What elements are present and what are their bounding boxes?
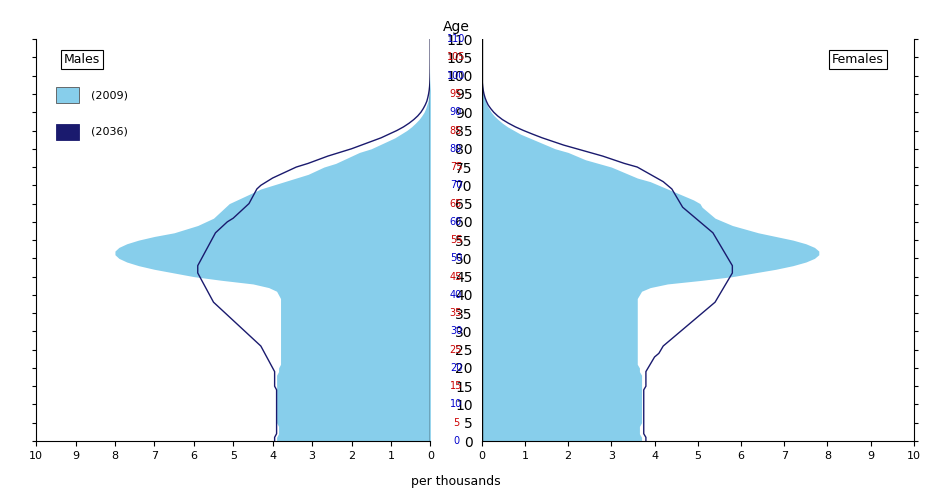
Text: (2009): (2009): [91, 91, 128, 100]
Text: 10: 10: [450, 399, 462, 410]
Bar: [56, 87, 80, 103]
Bar: [56, 123, 80, 140]
Text: 40: 40: [450, 290, 462, 300]
Text: Males: Males: [64, 53, 100, 66]
Text: 45: 45: [449, 271, 463, 282]
Text: 110: 110: [446, 34, 466, 44]
Text: 25: 25: [449, 344, 463, 355]
Text: 50: 50: [449, 253, 463, 263]
Text: 65: 65: [449, 198, 463, 209]
Text: 95: 95: [449, 89, 463, 99]
Text: 20: 20: [449, 363, 463, 373]
Text: Females: Females: [832, 53, 884, 66]
Text: 70: 70: [449, 180, 463, 190]
Text: 30: 30: [450, 326, 462, 337]
Text: Age: Age: [443, 20, 469, 34]
Text: 90: 90: [450, 107, 462, 117]
Text: 85: 85: [449, 125, 463, 136]
Text: 5: 5: [453, 418, 459, 428]
Text: 80: 80: [450, 144, 462, 154]
Text: 55: 55: [449, 235, 463, 245]
Text: 75: 75: [449, 162, 463, 172]
Text: 0: 0: [453, 436, 459, 446]
Text: 15: 15: [449, 381, 463, 391]
Text: 100: 100: [446, 71, 466, 81]
Text: 35: 35: [449, 308, 463, 318]
Text: 60: 60: [450, 217, 462, 227]
Text: (2036): (2036): [91, 126, 128, 137]
Text: 105: 105: [446, 52, 466, 62]
Text: per thousands: per thousands: [411, 475, 501, 488]
